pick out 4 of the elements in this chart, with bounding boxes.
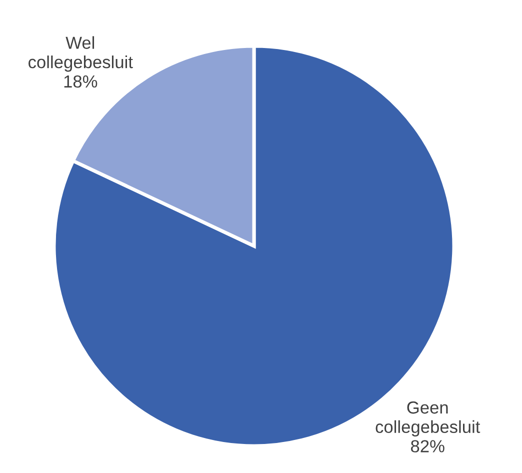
data-label: 82% xyxy=(410,440,444,452)
slice-label: Wel collegebesluit xyxy=(28,36,133,72)
data-label: 18% xyxy=(64,75,98,88)
slice-label: Geen collegebesluit xyxy=(376,401,480,436)
